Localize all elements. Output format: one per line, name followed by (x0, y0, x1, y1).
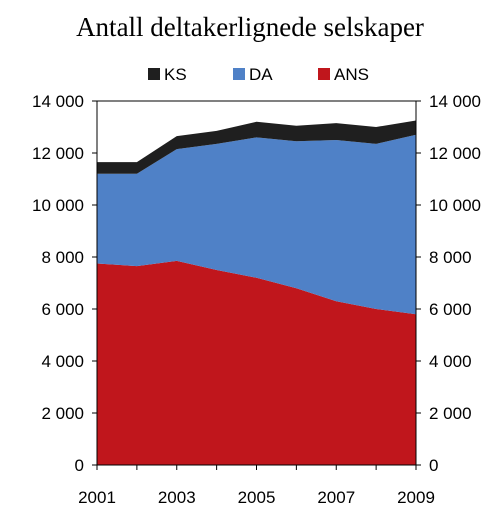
right-y-tick-label: 4 000 (429, 352, 472, 371)
legend-label-ks: KS (164, 65, 187, 84)
plot-areas (97, 120, 416, 465)
left-y-tick-label: 2 000 (41, 404, 84, 423)
left-y-tick-label: 8 000 (41, 248, 84, 267)
right-y-axis: 0 2 000 4 000 6 000 8 000 10 000 12 000 14 000 (416, 92, 481, 475)
left-y-tick-label: 12 000 (32, 144, 84, 163)
x-tick-label: 2005 (238, 488, 276, 507)
legend-swatch-ks (148, 68, 160, 80)
legend: KS DA ANS (148, 65, 369, 84)
right-y-tick-label: 2 000 (429, 404, 472, 423)
chart-title: Antall deltakerlignede selskaper (76, 12, 424, 42)
legend-swatch-da (233, 68, 245, 80)
right-y-tick-label: 0 (429, 456, 438, 475)
legend-label-ans: ANS (334, 65, 369, 84)
area-series-ans (97, 260, 416, 465)
left-y-tick-label: 4 000 (41, 352, 84, 371)
left-y-tick-label: 0 (75, 456, 84, 475)
left-y-tick-label: 14 000 (32, 92, 84, 111)
area-series-ks (97, 120, 416, 174)
x-tick-label: 2009 (397, 488, 435, 507)
left-y-tick-label: 6 000 (41, 300, 84, 319)
x-tick-label: 2003 (158, 488, 196, 507)
legend-label-da: DA (249, 65, 273, 84)
right-y-tick-label: 12 000 (429, 144, 481, 163)
right-y-tick-label: 8 000 (429, 248, 472, 267)
area-series-da (97, 134, 416, 315)
left-y-axis: 0 2 000 4 000 6 000 8 000 10 000 12 000 14 000 (32, 92, 97, 475)
right-y-tick-label: 6 000 (429, 300, 472, 319)
left-y-tick-label: 10 000 (32, 196, 84, 215)
x-tick-label: 2007 (317, 488, 355, 507)
x-tick-label: 2001 (78, 488, 116, 507)
legend-swatch-ans (318, 68, 330, 80)
right-y-tick-label: 10 000 (429, 196, 481, 215)
right-y-tick-label: 14 000 (429, 92, 481, 111)
x-axis: 2001 2003 2005 2007 2009 (78, 465, 435, 507)
